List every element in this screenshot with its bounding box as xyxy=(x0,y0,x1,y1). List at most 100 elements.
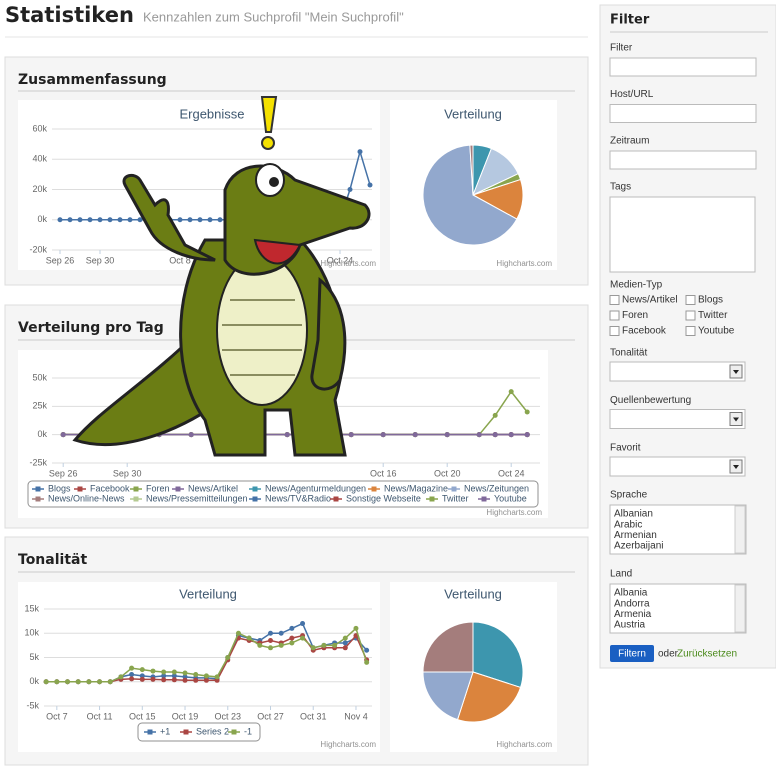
point xyxy=(207,217,213,223)
point xyxy=(284,432,290,438)
point xyxy=(310,645,316,651)
list-option[interactable]: Arabic xyxy=(614,519,642,530)
legend-label: -1 xyxy=(244,726,252,736)
chart-title: Ergebnisse xyxy=(179,106,244,121)
field-label: Filter xyxy=(610,43,633,54)
point xyxy=(300,621,306,627)
field-label: Favorit xyxy=(610,443,641,454)
list-option[interactable]: Austria xyxy=(614,620,646,631)
legend-box xyxy=(27,480,539,508)
y-tick-label: 10k xyxy=(24,628,39,638)
point xyxy=(203,673,209,679)
legend-symbol xyxy=(133,496,139,502)
point xyxy=(197,217,203,223)
list-option[interactable]: Azerbaijani xyxy=(614,541,663,552)
text-input[interactable] xyxy=(609,196,756,273)
point xyxy=(225,655,231,660)
legend-label: Series 2 xyxy=(196,726,229,736)
y-tick-label: 5k xyxy=(29,652,39,662)
checkbox[interactable] xyxy=(609,295,620,305)
legend-symbol xyxy=(183,729,189,735)
checkbox[interactable] xyxy=(609,310,620,321)
point xyxy=(235,630,241,636)
select[interactable] xyxy=(609,361,746,382)
text-input[interactable] xyxy=(609,104,757,123)
point xyxy=(129,665,135,671)
reset-link[interactable]: Zurücksetzen xyxy=(677,649,737,660)
point xyxy=(332,642,338,648)
legend-label: Foren xyxy=(146,483,170,493)
point xyxy=(65,679,71,685)
point xyxy=(75,679,81,685)
scrollbar xyxy=(734,584,746,633)
point xyxy=(187,217,193,223)
legend-label: +1 xyxy=(160,726,170,736)
checkbox[interactable] xyxy=(685,295,696,305)
text-input[interactable] xyxy=(609,150,757,170)
point xyxy=(268,645,274,651)
mouth xyxy=(253,238,302,265)
legend-symbol xyxy=(77,486,83,492)
listbox[interactable] xyxy=(609,583,747,634)
legend-label: Youtube xyxy=(494,493,527,503)
point xyxy=(268,630,274,636)
legend-symbol xyxy=(147,729,153,735)
y-tick-label: 50k xyxy=(32,372,47,382)
checkbox[interactable] xyxy=(685,326,696,336)
point xyxy=(342,635,348,641)
arm xyxy=(310,276,347,391)
point xyxy=(139,676,145,682)
point xyxy=(524,409,530,415)
list-option[interactable]: Armenian xyxy=(614,530,657,541)
y-tick-label: 40k xyxy=(32,154,47,164)
point xyxy=(161,677,167,683)
point xyxy=(150,668,156,674)
list-option[interactable]: Albanian xyxy=(614,509,653,520)
pie-slice xyxy=(422,621,474,673)
point xyxy=(444,432,450,438)
select[interactable] xyxy=(609,456,746,477)
checkbox-label: Blogs xyxy=(698,295,723,306)
button-label[interactable]: Filtern xyxy=(618,649,646,660)
pie-slice xyxy=(456,671,522,723)
field-label: Medien-Typ xyxy=(610,280,663,291)
exclamation-dot xyxy=(261,136,275,150)
checkbox[interactable] xyxy=(609,326,620,336)
point xyxy=(342,640,348,646)
point xyxy=(492,432,498,438)
point xyxy=(367,182,373,188)
list-option[interactable]: Andorra xyxy=(614,598,650,609)
legend-label: Facebook xyxy=(90,483,130,493)
point xyxy=(118,674,124,680)
point xyxy=(289,635,295,641)
point xyxy=(161,673,167,679)
chart-title: Verteilung xyxy=(444,586,502,601)
point xyxy=(150,676,156,682)
y-tick-label: 25k xyxy=(32,401,47,411)
list-option[interactable]: Armenia xyxy=(614,609,652,620)
point xyxy=(129,671,135,677)
point xyxy=(476,432,482,438)
x-tick-label: Oct 16 xyxy=(370,468,397,478)
point xyxy=(77,217,83,223)
legend-box xyxy=(137,722,261,742)
point xyxy=(364,647,370,653)
chart-title: Verteilung xyxy=(179,586,237,601)
listbox[interactable] xyxy=(609,504,747,555)
list-option[interactable]: Albania xyxy=(614,588,648,599)
text-input[interactable] xyxy=(609,57,757,77)
point xyxy=(182,670,188,676)
checkbox[interactable] xyxy=(685,310,696,321)
point xyxy=(188,432,194,438)
credit: Highcharts.com xyxy=(320,259,376,268)
select-arrow-icon xyxy=(733,465,739,469)
select[interactable] xyxy=(609,409,746,429)
point xyxy=(289,625,295,631)
point xyxy=(171,669,177,675)
x-tick-label: Nov 4 xyxy=(344,711,368,721)
button[interactable] xyxy=(610,645,654,662)
panel-title: Zusammenfassung xyxy=(18,72,167,88)
legend-label: News/Pressemitteilungen xyxy=(146,493,248,503)
point xyxy=(300,635,306,641)
legend-symbol xyxy=(451,486,457,492)
